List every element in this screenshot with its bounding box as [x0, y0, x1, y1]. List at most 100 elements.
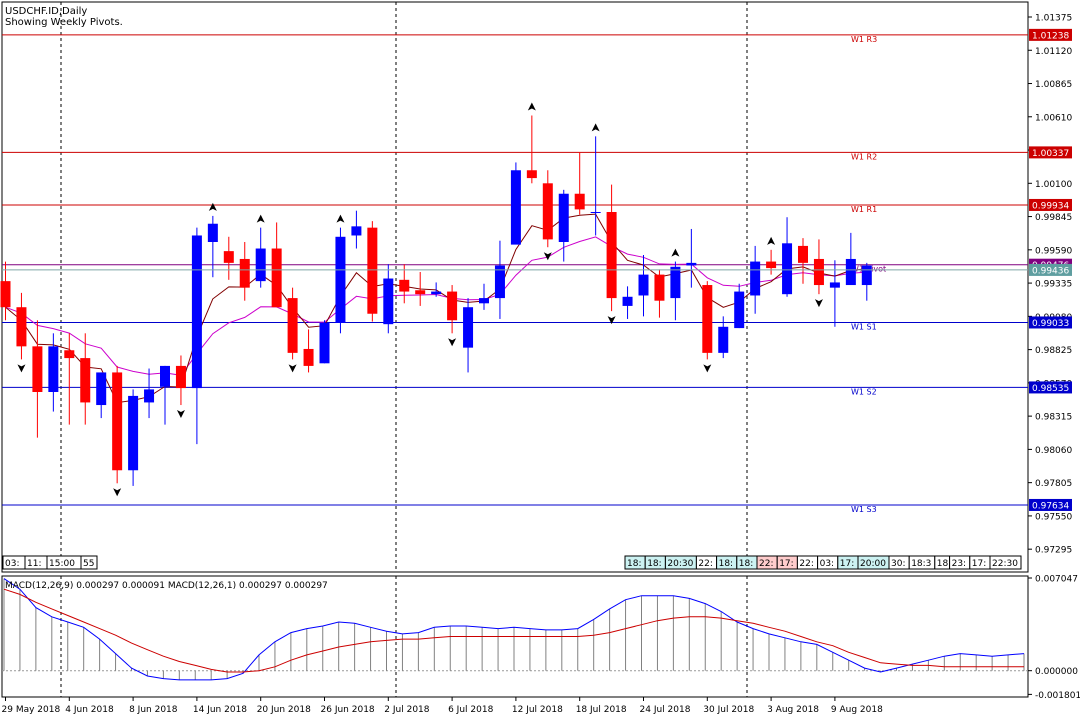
- x-tick-label: 8 Jun 2018: [129, 705, 178, 715]
- bullish-candle: [623, 297, 633, 306]
- y-tick-label: 1.00865: [1035, 80, 1072, 90]
- session-time-text: 22:: [799, 559, 813, 569]
- bullish-candle: [256, 249, 266, 282]
- session-time-text: 17:: [779, 559, 793, 569]
- bullish-candle: [782, 243, 792, 294]
- bearish-candle: [527, 170, 537, 178]
- bullish-candle: [208, 224, 218, 242]
- session-time-text: 20:30: [667, 559, 693, 569]
- bullish-candle: [431, 292, 441, 295]
- x-tick-label: 4 Jun 2018: [65, 705, 114, 715]
- bullish-candle: [750, 262, 760, 296]
- session-time-text: 20:00: [860, 559, 886, 569]
- bearish-candle: [654, 275, 664, 301]
- pivot-level-name: W1 R3: [851, 35, 877, 44]
- bullish-candle: [335, 237, 345, 323]
- pivot-level-name: W1 S1: [851, 322, 877, 331]
- bearish-candle: [224, 251, 234, 263]
- pivot-level-name: W1 S2: [851, 387, 877, 396]
- bullish-candle: [591, 212, 601, 213]
- bearish-candle: [1, 281, 11, 307]
- x-tick-label: 3 Aug 2018: [767, 705, 819, 715]
- bearish-candle: [447, 292, 457, 321]
- bearish-candle: [766, 262, 776, 269]
- y-tick-label: 0.97550: [1035, 512, 1072, 522]
- session-time-text: 18:: [627, 559, 641, 569]
- session-time-text: 17:: [972, 559, 986, 569]
- bearish-candle: [64, 350, 74, 358]
- bearish-candle: [399, 280, 409, 292]
- x-tick-label: 14 Jun 2018: [193, 705, 247, 715]
- bearish-candle: [272, 249, 282, 308]
- macd-y-tick-label: 0.007047: [1035, 575, 1078, 585]
- bearish-candle: [80, 358, 90, 402]
- bullish-candle: [48, 346, 58, 392]
- bearish-candle: [32, 346, 42, 392]
- y-tick-label: 0.99335: [1035, 280, 1072, 290]
- session-time-text: 15:00: [49, 559, 75, 569]
- y-tick-label: 1.00610: [1035, 113, 1072, 123]
- session-time-text: 18:: [739, 559, 753, 569]
- x-tick-label: 18 Jul 2018: [576, 705, 627, 715]
- x-tick-label: 20 Jun 2018: [257, 705, 311, 715]
- price-level-tag-text: 0.98535: [1032, 384, 1069, 394]
- macd-y-tick-label: 0.000000: [1035, 667, 1078, 677]
- bullish-candle: [686, 263, 696, 266]
- bullish-candle: [511, 170, 521, 244]
- bearish-candle: [798, 246, 808, 263]
- bullish-candle: [320, 323, 330, 363]
- pivot-level-name: W1 R2: [851, 152, 877, 161]
- price-level-tag-text: 1.01238: [1032, 31, 1069, 41]
- pivot-level-name: W1 R1: [851, 205, 877, 214]
- chart-symbol-title: USDCHF.ID,Daily: [5, 6, 87, 17]
- bearish-candle: [543, 183, 553, 239]
- bearish-candle: [304, 349, 314, 366]
- x-tick-label: 9 Aug 2018: [831, 705, 883, 715]
- session-time-text: 18: [937, 559, 949, 569]
- bullish-candle: [128, 396, 138, 470]
- bearish-candle: [16, 307, 26, 346]
- session-time-text: 23:: [952, 559, 966, 569]
- pivot-level-name: W1 S3: [851, 505, 877, 514]
- y-tick-label: 0.98315: [1035, 413, 1072, 423]
- y-tick-label: 0.97295: [1035, 546, 1072, 556]
- bearish-candle: [814, 259, 824, 285]
- bearish-candle: [240, 259, 250, 288]
- x-tick-label: 29 May 2018: [2, 705, 61, 715]
- session-time-text: 03:: [820, 559, 834, 569]
- chart-indicator-subtitle: Showing Weekly Pivots.: [5, 17, 123, 28]
- session-time-text: 22:: [698, 559, 712, 569]
- bullish-candle: [463, 307, 473, 347]
- bullish-candle: [718, 327, 728, 353]
- price-level-tag-text: 1.00337: [1032, 149, 1069, 159]
- bearish-candle: [367, 228, 377, 314]
- y-tick-label: 1.01375: [1035, 14, 1072, 24]
- session-time-text: 22:30: [992, 559, 1018, 569]
- bullish-candle: [639, 275, 649, 296]
- bullish-candle: [192, 235, 202, 388]
- session-time-text: 18:: [647, 559, 661, 569]
- session-time-text: 18:: [719, 559, 733, 569]
- bullish-candle: [862, 265, 872, 285]
- bullish-candle: [144, 389, 154, 402]
- bullish-candle: [479, 298, 489, 303]
- session-time-text: 18:3: [911, 559, 931, 569]
- bullish-candle: [670, 267, 680, 298]
- bullish-candle: [846, 259, 856, 285]
- price-level-tag-text: 0.97634: [1032, 501, 1069, 511]
- session-time-text: 55: [83, 559, 94, 569]
- session-time-text: 11:: [27, 559, 41, 569]
- macd-title: MACD(12,26,9) 0.000297 0.000091 MACD(12,…: [5, 581, 328, 591]
- bullish-candle: [96, 372, 106, 405]
- price-level-tag-text: 0.99033: [1032, 319, 1069, 329]
- bullish-candle: [160, 366, 170, 387]
- session-time-text: 22:: [759, 559, 773, 569]
- x-tick-label: 2 Jul 2018: [384, 705, 429, 715]
- y-tick-label: 1.01120: [1035, 47, 1072, 57]
- current-price-tag-text: 0.99436: [1032, 266, 1069, 276]
- y-tick-label: 0.99845: [1035, 213, 1072, 223]
- price-level-tag-text: 0.99934: [1032, 201, 1069, 211]
- bullish-candle: [351, 226, 361, 235]
- y-tick-label: 0.99590: [1035, 246, 1072, 256]
